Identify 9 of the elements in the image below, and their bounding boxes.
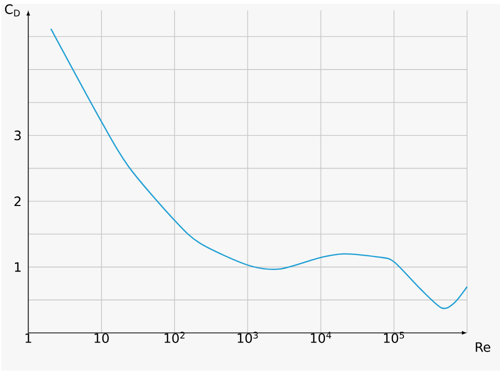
x-tick-label: 1 (26, 334, 32, 343)
y-tick-label: 1 (14, 262, 21, 272)
x-tick-label: 10$^{3}$ (238, 332, 258, 344)
y-tick-label: 2 (14, 196, 20, 206)
y-tick-label: 3 (14, 130, 21, 140)
x-tick-label: 10$^{5}$ (384, 332, 404, 344)
y-axis-title: C$_{D}$ (5, 4, 20, 16)
x-tick-label: 10 (94, 333, 109, 344)
x-axis-title: Re (476, 342, 490, 352)
